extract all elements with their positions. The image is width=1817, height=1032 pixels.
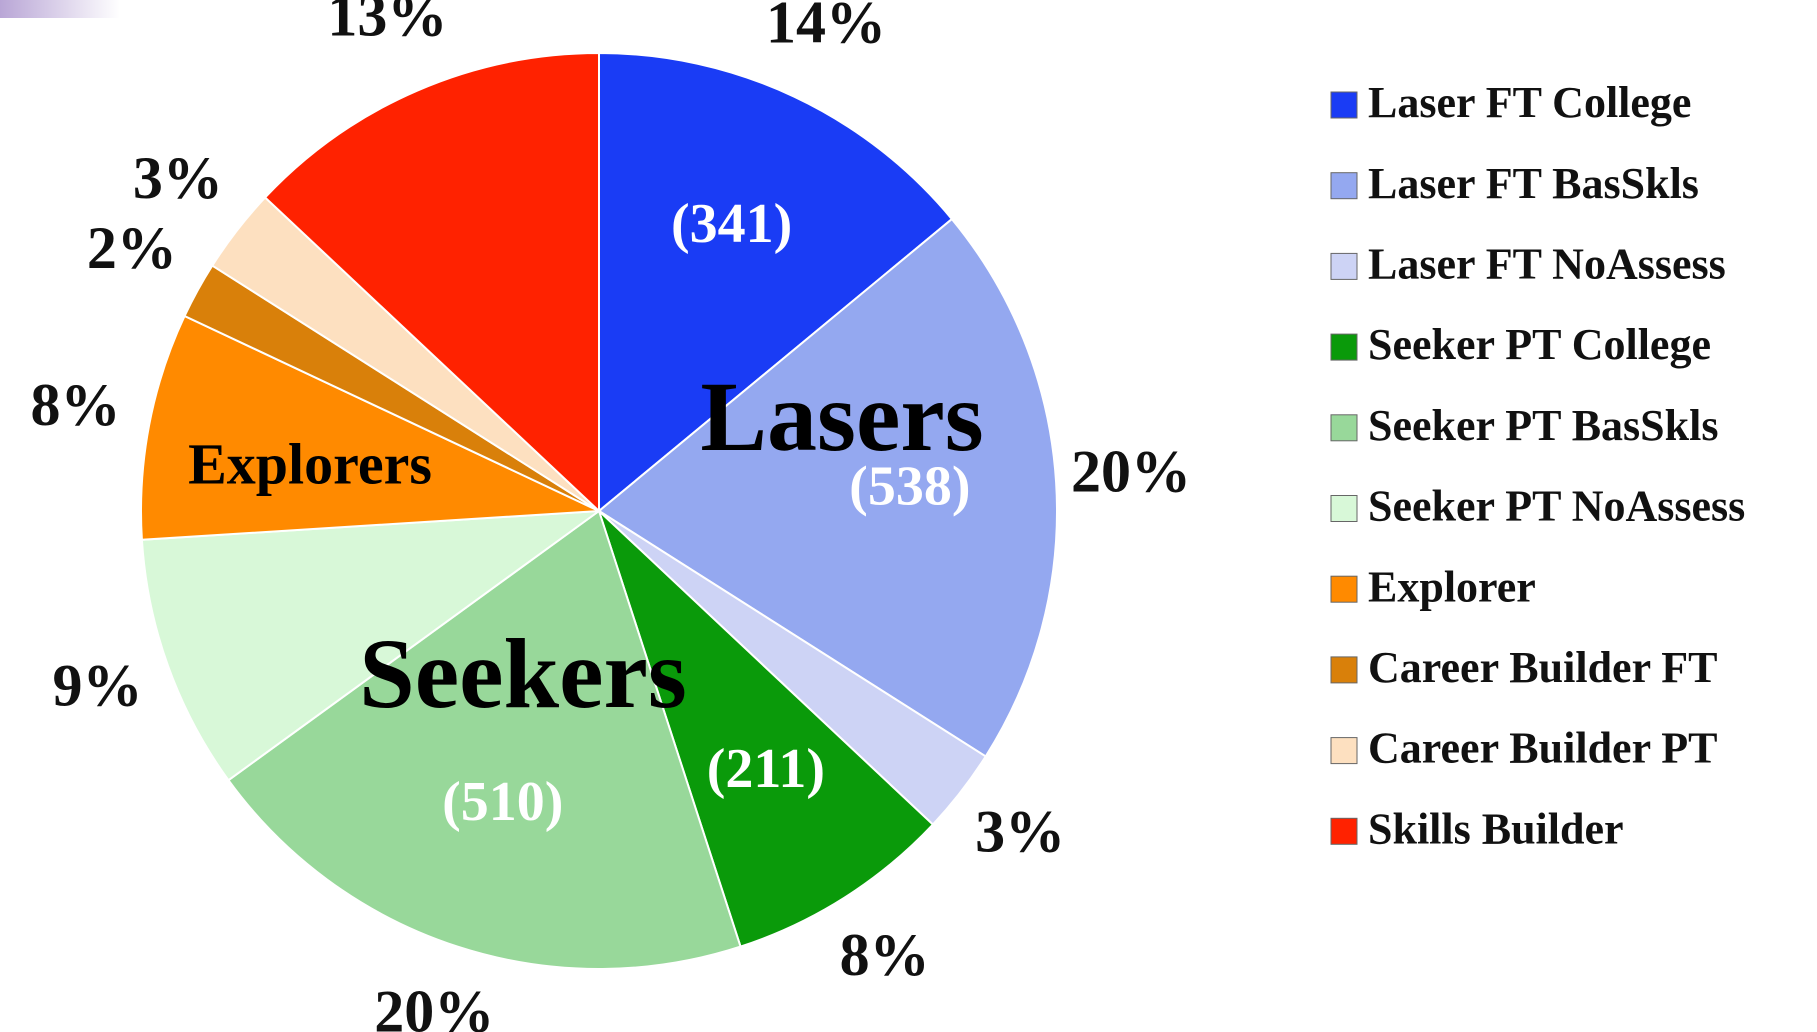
legend-label: Laser FT College	[1368, 78, 1691, 127]
group-label: Seekers	[359, 618, 687, 729]
pie-slice	[597, 217, 1058, 758]
pie-slice	[263, 51, 600, 514]
percent-label: 8%	[30, 372, 120, 438]
percent-label: 13%	[327, 0, 447, 49]
pie-slice	[227, 509, 742, 970]
count-label: (538)	[849, 455, 970, 517]
legend-swatch	[1330, 495, 1358, 522]
count-label: (341)	[671, 193, 792, 255]
legend-label: Seeker PT NoAssess	[1368, 482, 1745, 531]
legend-swatch	[1330, 575, 1358, 603]
count-label: (510)	[442, 771, 563, 833]
group-label: Explorers	[188, 431, 432, 496]
legend-swatch	[1330, 414, 1358, 442]
legend-label: Career Builder FT	[1368, 643, 1718, 692]
count-label: (211)	[707, 738, 825, 800]
legend-label: Skills Builder	[1368, 804, 1624, 853]
legend-swatch	[1330, 817, 1358, 845]
legend-label: Seeker PT BasSkls	[1368, 401, 1718, 450]
legend-swatch	[1330, 172, 1358, 200]
pie-slice	[140, 314, 600, 541]
percent-label: 20%	[1071, 438, 1191, 504]
percent-label: 20%	[374, 979, 494, 1032]
legend-label: Explorer	[1368, 562, 1536, 611]
legend-swatch	[1330, 656, 1358, 684]
legend-label: Seeker PT College	[1368, 320, 1711, 369]
pie-slice	[598, 510, 935, 948]
percent-label: 3%	[133, 145, 223, 211]
pie-slice	[598, 51, 954, 514]
legend-swatch	[1330, 737, 1358, 765]
percent-label: 14%	[766, 0, 886, 55]
legend-swatch	[1330, 91, 1358, 119]
legend-swatch	[1330, 333, 1358, 361]
percent-label: 8%	[840, 922, 930, 988]
group-label: Lasers	[700, 361, 983, 472]
legend-label: Laser FT NoAssess	[1368, 239, 1726, 288]
percent-label: 3%	[975, 798, 1065, 864]
percent-label: 9%	[53, 652, 143, 718]
legend-swatch	[1330, 252, 1358, 280]
legend-label: Career Builder PT	[1368, 724, 1718, 773]
percent-label: 2%	[87, 215, 177, 281]
pie-slice	[140, 509, 603, 782]
legend-label: Laser FT BasSkls	[1368, 159, 1699, 208]
decoration	[0, 0, 120, 18]
